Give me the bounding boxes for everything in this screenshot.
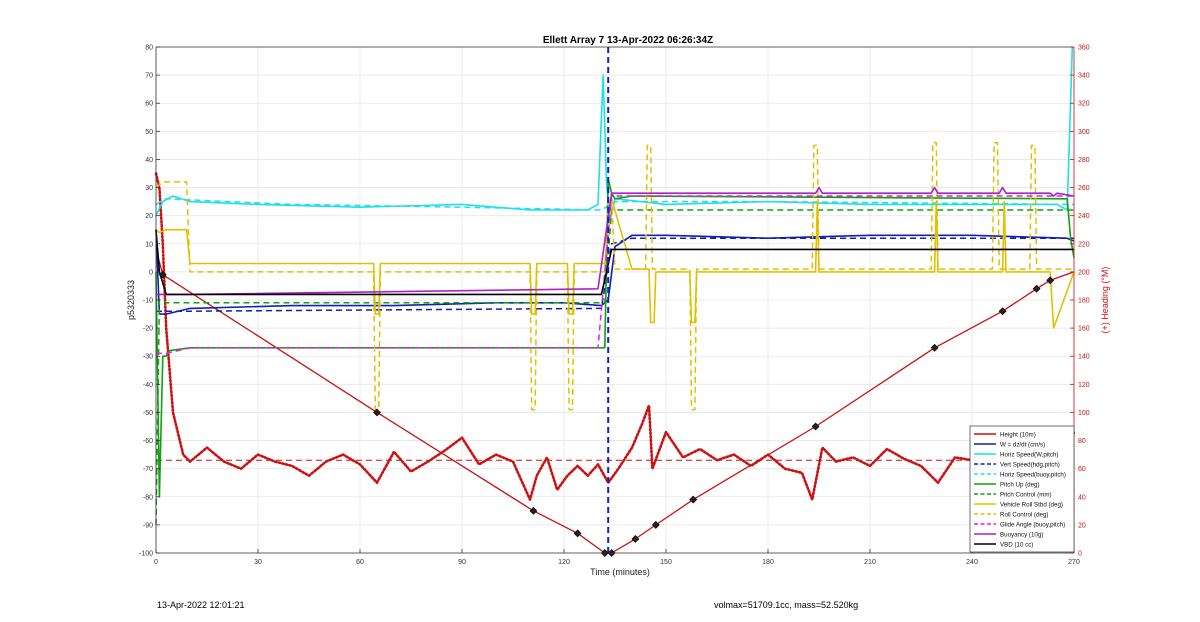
y-tick-label-right: 340 (1078, 73, 1090, 80)
x-tick-label: 30 (254, 559, 262, 566)
series-line-0 (155, 249, 1075, 554)
height-marker (1032, 284, 1041, 293)
y-tick-label-left: -60 (143, 438, 153, 445)
y-tick-label-right: 0 (1078, 551, 1082, 558)
y-tick-label-right: 280 (1078, 157, 1090, 164)
y-tick-label-left: -90 (143, 522, 153, 529)
height-marker (373, 408, 381, 417)
legend-label-0: Height (10m) (1000, 432, 1036, 439)
y-tick-label-left: 20 (145, 213, 153, 220)
legend-label-6: Pitch Control (mm) (1000, 492, 1052, 499)
legend-label-10: Buoyancy (10g) (1000, 532, 1043, 539)
chart-title: Ellett Array 7 13-Apr-2022 06:26:34Z (543, 35, 713, 46)
height-marker (1046, 276, 1055, 285)
height-marker (529, 506, 538, 515)
y-tick-label-right: 180 (1078, 298, 1090, 305)
legend-label-2: Horiz Speed(W,pitch) (1000, 452, 1058, 459)
height-marker (811, 422, 820, 431)
legend: Height (10m) W = dz/dt (cm/s) Horiz Speed(… (969, 425, 1075, 553)
y-tick-label-left: 40 (145, 157, 153, 164)
axes: 0 30 60 90 120 150 180 210 240 270-100-90-80-70-6… (139, 45, 1090, 567)
legend-box (969, 425, 1075, 553)
y-tick-label-left: -10 (143, 298, 153, 305)
y-tick-label-right: 60 (1078, 466, 1086, 473)
y-tick-label-left: 10 (145, 241, 153, 248)
height-marker (158, 270, 167, 279)
height-marker (573, 529, 582, 538)
x-tick-label: 90 (458, 559, 466, 566)
legend-label-3: Vert Speed(hdg,pitch) (1000, 462, 1060, 469)
series-group (154, 46, 1076, 557)
y-tick-label-left: 60 (145, 101, 153, 108)
heading-series (154, 172, 1076, 501)
y-tick-label-left: 30 (145, 185, 153, 192)
y-tick-label-right: 300 (1078, 129, 1090, 136)
y-tick-label-left: 50 (145, 129, 153, 136)
legend-label-4: Horiz Speed(buoy,pitch) (1000, 472, 1066, 479)
y-tick-label-left: 0 (149, 269, 153, 276)
legend-label-7: Vehicle Roll Stbd (deg) (1000, 502, 1063, 509)
y-axis-label-right: (+) Heading (°M) (1100, 267, 1110, 334)
y-tick-label-right: 360 (1078, 45, 1090, 52)
y-tick-label-left: 80 (145, 45, 153, 52)
legend-label-8: Roll Control (deg) (1000, 512, 1049, 519)
x-tick-label: 0 (154, 559, 158, 566)
x-tick-label: 210 (864, 559, 876, 566)
y-tick-label-right: 80 (1078, 438, 1086, 445)
y-tick-label-left: -100 (139, 551, 153, 558)
x-tick-label: 150 (660, 559, 672, 566)
y-tick-label-left: -20 (143, 326, 153, 333)
footer-volmax-mass: volmax=51709.1cc, mass=52.520kg (714, 600, 859, 610)
y-tick-label-left: -30 (143, 354, 153, 361)
y-axis-label-left: p5320333 (126, 280, 136, 320)
legend-label-5: Pitch Up (deg) (1000, 482, 1040, 489)
y-tick-label-left: -70 (143, 466, 153, 473)
footer-timestamp: 13-Apr-2022 12:01:21 (157, 600, 245, 610)
series-line-2 (155, 46, 1074, 223)
y-tick-label-left: 70 (145, 73, 153, 80)
y-tick-label-left: -40 (143, 382, 153, 389)
x-tick-label: 180 (762, 559, 774, 566)
height-marker (631, 535, 640, 543)
series-line-9 (156, 195, 1074, 355)
grid (155, 46, 1075, 554)
legend-label-9: Glide Angle (buoy,pitch) (1000, 522, 1065, 529)
y-tick-label-right: 160 (1078, 326, 1090, 333)
y-tick-label-right: 220 (1078, 241, 1090, 248)
x-tick-label: 270 (1068, 559, 1080, 566)
x-tick-label: 120 (558, 559, 570, 566)
y-tick-label-left: -50 (143, 410, 153, 417)
y-tick-label-right: 40 (1078, 494, 1086, 501)
legend-label-11: VBD (10 cc) (1000, 542, 1033, 549)
y-tick-label-left: -80 (143, 494, 153, 501)
x-tick-label: 60 (356, 559, 364, 566)
y-tick-label-right: 260 (1078, 185, 1090, 192)
height-marker (998, 307, 1007, 316)
y-tick-label-right: 320 (1078, 101, 1090, 108)
y-tick-label-right: 240 (1078, 213, 1090, 220)
legend-label-1: W = dz/dt (cm/s) (1000, 442, 1045, 449)
series-line-5 (155, 178, 1075, 498)
x-tick-label: 240 (966, 559, 978, 566)
y-tick-label-right: 120 (1078, 382, 1090, 389)
height-marker (689, 495, 698, 504)
x-axis-label: Time (minutes) (590, 567, 650, 577)
y-tick-label-right: 140 (1078, 354, 1090, 361)
y-tick-label-right: 100 (1078, 410, 1090, 417)
series-line-7 (155, 198, 1075, 329)
y-tick-label-right: 20 (1078, 522, 1086, 529)
series-line-10 (156, 186, 1075, 296)
series-line-6 (155, 209, 1074, 525)
y-tick-label-right: 200 (1078, 269, 1090, 276)
height-marker (930, 343, 939, 352)
height-marker (651, 520, 660, 529)
